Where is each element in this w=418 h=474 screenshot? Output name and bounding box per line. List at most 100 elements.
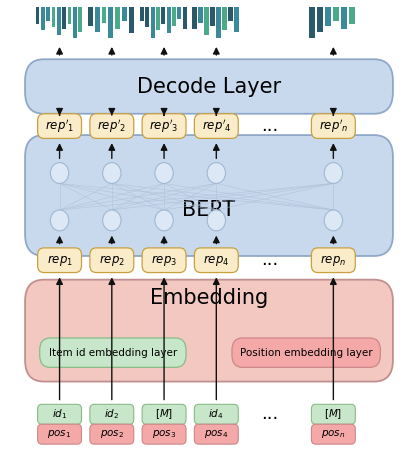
FancyBboxPatch shape	[38, 248, 82, 273]
FancyBboxPatch shape	[311, 248, 355, 273]
Text: ...: ...	[261, 405, 278, 423]
FancyBboxPatch shape	[90, 424, 134, 444]
Circle shape	[207, 163, 225, 183]
Text: $pos_3$: $pos_3$	[152, 428, 176, 440]
Bar	[94, 7, 99, 32]
Bar	[217, 7, 221, 38]
Bar	[145, 7, 149, 27]
Bar	[210, 7, 214, 26]
Text: $rep'_n$: $rep'_n$	[319, 118, 348, 135]
FancyBboxPatch shape	[142, 404, 186, 424]
Text: $rep'_3$: $rep'_3$	[149, 118, 179, 135]
Bar	[102, 7, 107, 23]
Text: ...: ...	[261, 251, 278, 269]
Bar	[68, 7, 71, 24]
Circle shape	[155, 163, 173, 183]
Bar	[325, 7, 331, 26]
Text: $rep_3$: $rep_3$	[151, 253, 177, 268]
Text: $[M]$: $[M]$	[155, 407, 173, 421]
FancyBboxPatch shape	[90, 248, 134, 273]
FancyBboxPatch shape	[25, 135, 393, 256]
Circle shape	[50, 163, 69, 183]
Bar	[78, 7, 82, 32]
Bar	[57, 7, 61, 35]
Text: $rep'_1$: $rep'_1$	[45, 118, 74, 135]
Bar	[177, 7, 181, 19]
FancyBboxPatch shape	[40, 338, 186, 367]
FancyBboxPatch shape	[311, 404, 355, 424]
Text: $pos_4$: $pos_4$	[204, 428, 229, 440]
Bar	[309, 7, 315, 38]
FancyBboxPatch shape	[194, 114, 238, 138]
FancyBboxPatch shape	[90, 114, 134, 138]
FancyBboxPatch shape	[142, 114, 186, 138]
Bar	[234, 7, 239, 32]
Bar	[108, 7, 113, 38]
Circle shape	[324, 210, 343, 231]
Text: $rep_4$: $rep_4$	[203, 253, 229, 268]
FancyBboxPatch shape	[194, 424, 238, 444]
Bar	[41, 7, 45, 30]
Circle shape	[155, 210, 173, 231]
Text: $pos_n$: $pos_n$	[321, 428, 346, 440]
FancyBboxPatch shape	[25, 59, 393, 114]
Bar	[342, 7, 347, 29]
FancyBboxPatch shape	[311, 424, 355, 444]
Text: Embedding: Embedding	[150, 288, 268, 308]
Text: Decode Layer: Decode Layer	[137, 76, 281, 97]
Text: ...: ...	[261, 117, 278, 135]
Text: $rep'_2$: $rep'_2$	[97, 118, 127, 135]
FancyBboxPatch shape	[232, 338, 380, 367]
Bar	[88, 7, 93, 26]
FancyBboxPatch shape	[38, 424, 82, 444]
Bar	[129, 7, 134, 33]
Bar	[334, 7, 339, 21]
Text: $rep_2$: $rep_2$	[99, 253, 125, 268]
FancyBboxPatch shape	[25, 280, 393, 382]
Circle shape	[207, 210, 225, 231]
Bar	[140, 7, 144, 21]
Circle shape	[103, 210, 121, 231]
Text: Item id embedding layer: Item id embedding layer	[49, 347, 177, 358]
Circle shape	[324, 163, 343, 183]
FancyBboxPatch shape	[142, 248, 186, 273]
FancyBboxPatch shape	[311, 114, 355, 138]
Text: $id_2$: $id_2$	[104, 407, 120, 421]
Bar	[51, 7, 56, 27]
Bar	[122, 7, 127, 21]
Bar	[349, 7, 355, 24]
FancyBboxPatch shape	[194, 404, 238, 424]
Text: $[M]$: $[M]$	[324, 407, 342, 421]
Bar	[115, 7, 120, 29]
FancyBboxPatch shape	[194, 248, 238, 273]
Bar	[151, 7, 155, 38]
Text: $rep'_4$: $rep'_4$	[201, 118, 231, 135]
FancyBboxPatch shape	[38, 114, 82, 138]
Bar	[73, 7, 77, 38]
Bar	[183, 7, 186, 29]
Bar	[62, 7, 66, 29]
Bar	[167, 7, 171, 33]
Bar	[46, 7, 50, 21]
Bar	[228, 7, 233, 21]
Bar	[198, 7, 203, 23]
Circle shape	[50, 210, 69, 231]
Bar	[222, 7, 227, 30]
Circle shape	[103, 163, 121, 183]
Bar	[156, 7, 160, 30]
Bar	[317, 7, 323, 32]
FancyBboxPatch shape	[38, 404, 82, 424]
FancyBboxPatch shape	[142, 424, 186, 444]
Bar	[192, 7, 196, 29]
Text: Position embedding layer: Position embedding layer	[240, 347, 372, 358]
Text: $rep_n$: $rep_n$	[320, 253, 347, 268]
Text: $id_1$: $id_1$	[52, 407, 67, 421]
Bar	[172, 7, 176, 26]
Text: BERT: BERT	[182, 200, 236, 220]
FancyBboxPatch shape	[90, 404, 134, 424]
Text: $id_4$: $id_4$	[209, 407, 224, 421]
Text: $rep_1$: $rep_1$	[46, 253, 73, 268]
Bar	[161, 7, 165, 24]
Bar	[36, 7, 39, 24]
Bar	[204, 7, 209, 35]
